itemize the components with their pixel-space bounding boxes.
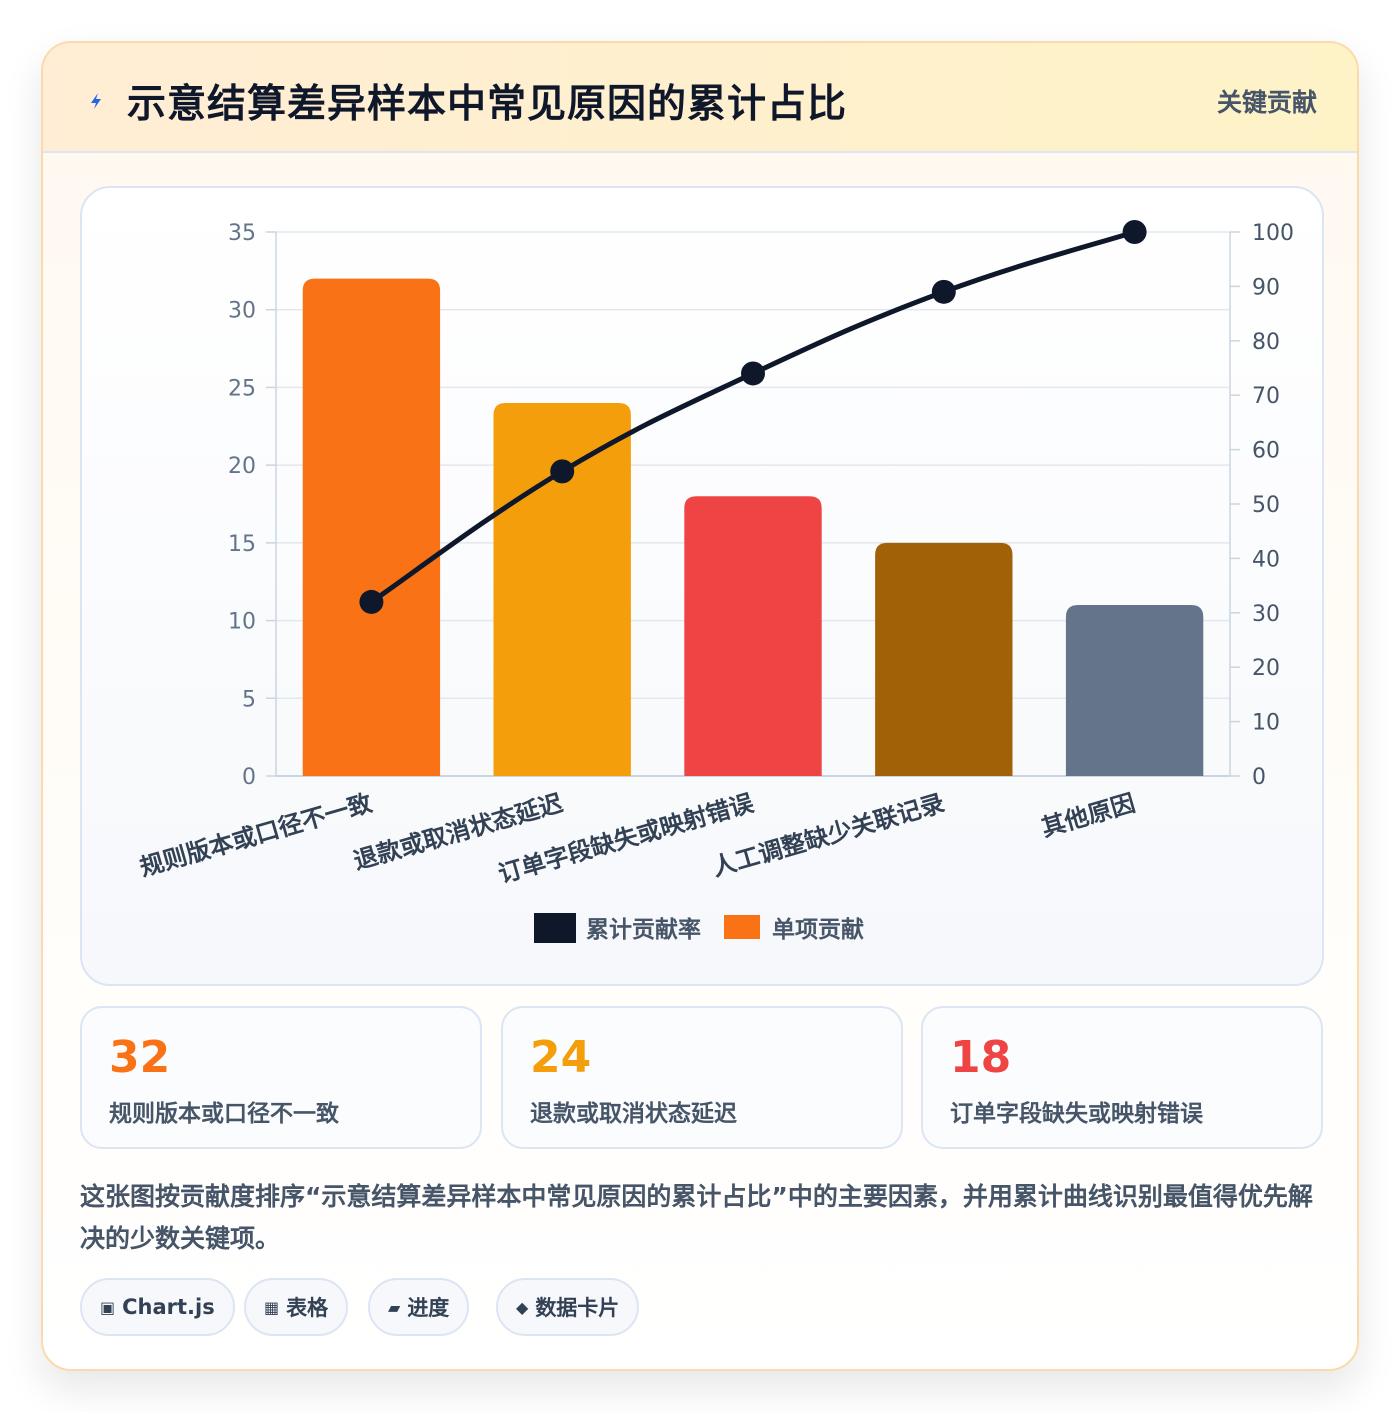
y-tick-label-right: 20 bbox=[1252, 656, 1280, 681]
legend-label: 单项贡献 bbox=[772, 917, 864, 943]
legend-label: 累计贡献率 bbox=[586, 916, 701, 943]
chart-legend: 累计贡献率 单项贡献 bbox=[534, 913, 864, 943]
y-tick-label-right: 10 bbox=[1252, 711, 1280, 736]
chart-panel: 0 5 10 15 20 25 30 35 0 10 20 30 40 50 60 70 80 90 100 规则版本… bbox=[80, 186, 1324, 986]
stat-label: 订单字段缺失或映射错误 bbox=[950, 1101, 1203, 1127]
y-tick-label-left: 15 bbox=[228, 532, 256, 557]
y-tick-label-left: 5 bbox=[242, 687, 256, 712]
legend-swatch bbox=[534, 913, 576, 943]
stat-card: 32 规则版本或口径不一致 bbox=[80, 1006, 482, 1149]
chip-table[interactable]: ▦ 表格 bbox=[244, 1278, 349, 1336]
chip-label: 数据卡片 bbox=[535, 1296, 620, 1320]
stat-label: 退款或取消状态延迟 bbox=[530, 1101, 737, 1127]
chart-description: 这张图按贡献度排序“示意结算差异样本中常见原因的累计占比”中的主要因素，并用累计… bbox=[80, 1182, 1313, 1253]
chip-progress[interactable]: ▰ 进度 bbox=[368, 1278, 470, 1336]
cumulative-point bbox=[741, 361, 765, 386]
x-tick-label: 其他原因 bbox=[1038, 789, 1138, 842]
x-tick-label: 规则版本或口径不一致 bbox=[137, 789, 376, 882]
y-tick-label-left: 10 bbox=[228, 610, 256, 635]
bar bbox=[1065, 605, 1204, 776]
legend-swatch bbox=[724, 915, 760, 939]
bar bbox=[875, 542, 1013, 776]
y-tick-label-right: 40 bbox=[1252, 547, 1280, 572]
y-tick-label-right: 0 bbox=[1252, 765, 1266, 790]
chip-label: 表格 bbox=[286, 1296, 329, 1320]
header-tag: 关键贡献 bbox=[1216, 88, 1317, 117]
card-header: 示意结算差异样本中常见原因的累计占比 关键贡献 bbox=[43, 43, 1357, 153]
chip-label: 进度 bbox=[407, 1296, 450, 1320]
y-tick-label-right: 50 bbox=[1252, 493, 1280, 518]
lightning-bolt-icon bbox=[91, 93, 101, 109]
chip-data-card[interactable]: ◆ 数据卡片 bbox=[496, 1278, 640, 1336]
y-tick-label-right: 80 bbox=[1252, 330, 1280, 355]
y-tick-label-left: 25 bbox=[228, 376, 256, 401]
cumulative-point bbox=[550, 459, 575, 484]
stat-value: 32 bbox=[109, 1032, 171, 1083]
chip-label: Chart.js bbox=[122, 1295, 215, 1319]
y-tick-label-right: 60 bbox=[1252, 439, 1280, 464]
progress-icon: ▰ bbox=[388, 1297, 401, 1317]
y-tick-label-left: 35 bbox=[228, 221, 256, 246]
cumulative-point bbox=[1122, 220, 1147, 244]
y-tick-label-right: 30 bbox=[1252, 602, 1280, 627]
report-card: 示意结算差异样本中常见原因的累计占比 关键贡献 0 5 10 15 20 25 30 35 0 1… bbox=[41, 41, 1359, 1371]
y-tick-label-left: 30 bbox=[228, 299, 256, 324]
stat-card: 18 订单字段缺失或映射错误 bbox=[921, 1006, 1323, 1149]
stat-label: 规则版本或口径不一致 bbox=[109, 1101, 339, 1127]
y-tick-label-right: 70 bbox=[1252, 384, 1280, 409]
cumulative-point bbox=[931, 279, 956, 304]
page-title: 示意结算差异样本中常见原因的累计占比 bbox=[127, 82, 848, 127]
table-icon: ▦ bbox=[264, 1297, 280, 1317]
chart-icon: ▣ bbox=[100, 1297, 116, 1317]
chip-chartjs[interactable]: ▣ Chart.js bbox=[80, 1278, 235, 1336]
stat-value: 18 bbox=[950, 1032, 1012, 1083]
y-tick-label-right: 90 bbox=[1252, 275, 1280, 300]
cumulative-point bbox=[359, 589, 384, 614]
pareto-chart: 0 5 10 15 20 25 30 35 0 10 20 30 40 50 60 70 80 90 100 规则版本… bbox=[137, 220, 1294, 943]
y-tick-label-left: 20 bbox=[228, 454, 256, 479]
y-tick-label-right: 100 bbox=[1252, 221, 1294, 246]
stat-card: 24 退款或取消状态延迟 bbox=[501, 1006, 903, 1149]
bar bbox=[302, 278, 441, 776]
data-card-icon: ◆ bbox=[516, 1297, 529, 1317]
bar bbox=[493, 402, 631, 776]
bar bbox=[684, 496, 822, 776]
y-tick-label-left: 0 bbox=[242, 765, 256, 790]
stat-value: 24 bbox=[530, 1032, 592, 1083]
